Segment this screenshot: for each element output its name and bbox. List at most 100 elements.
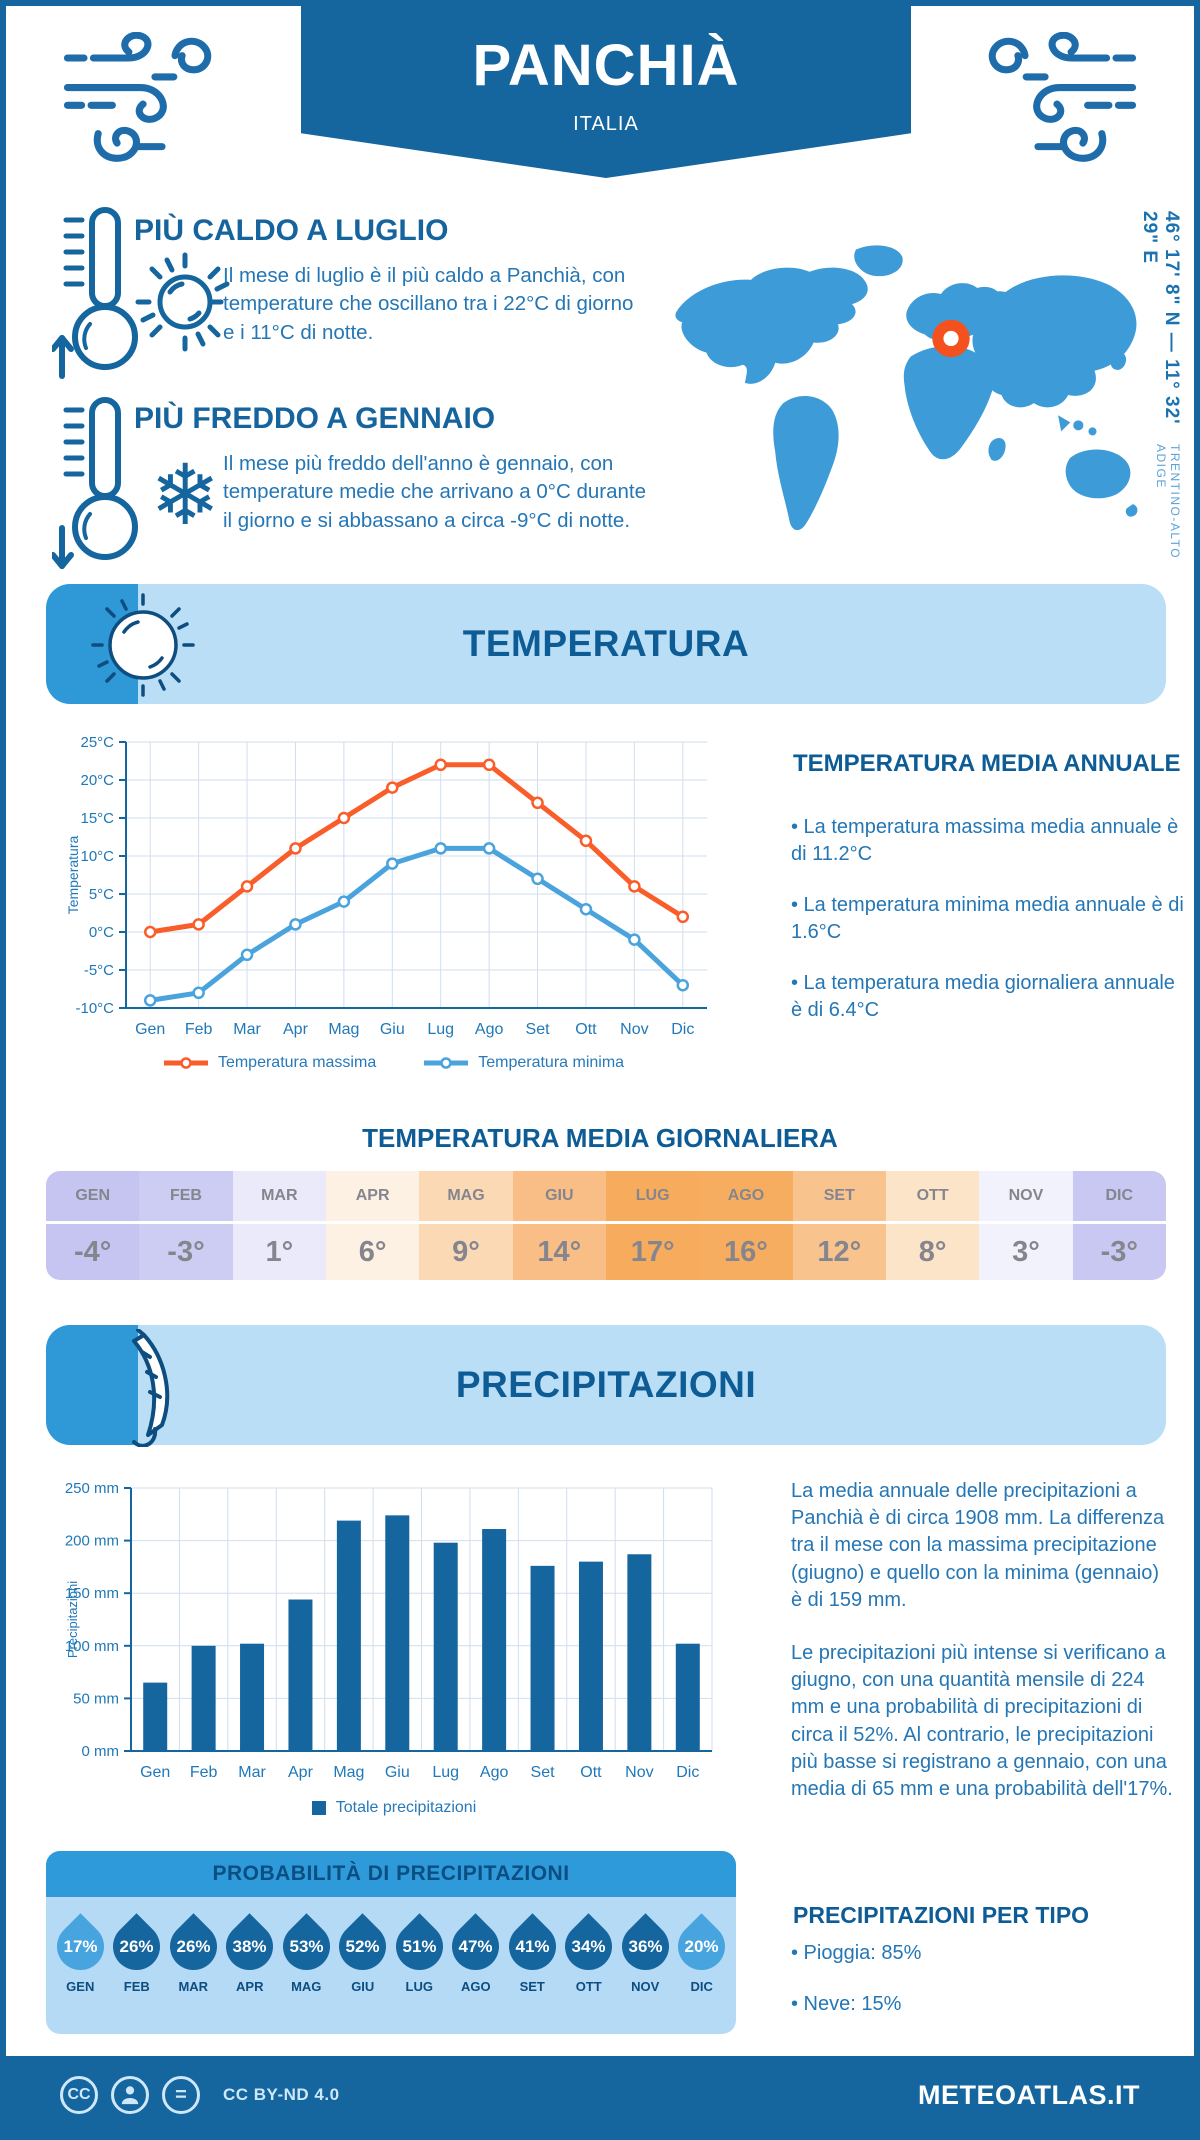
raindrop-icon: 26% — [160, 1913, 227, 1980]
probability-value: 51% — [402, 1936, 437, 1956]
thermometer-cold-snow-icon: ❄ — [52, 397, 220, 569]
svg-text:Ago: Ago — [475, 1021, 504, 1038]
svg-text:10°C: 10°C — [80, 848, 114, 865]
svg-text:Mag: Mag — [328, 1021, 359, 1038]
coordinates-text: 46° 17' 8" N — 11° 32' 29" E — [1139, 211, 1182, 425]
table-column: LUG 17° — [605, 1171, 700, 1280]
precip-type-title: PRECIPITAZIONI PER TIPO — [793, 1902, 1090, 1928]
footer: CC = CC BY-ND 4.0 METEOATLAS.IT — [6, 2056, 1194, 2134]
svg-text:❄: ❄ — [150, 448, 220, 542]
page-title: PANCHIÀ — [472, 33, 740, 98]
probability-value: 34% — [571, 1936, 606, 1956]
svg-text:5°C: 5°C — [89, 886, 114, 903]
legend-label: Temperatura massima — [217, 1054, 377, 1071]
probability-month: GEN — [66, 1979, 95, 1994]
probability-month: GIU — [351, 1979, 375, 1994]
raindrop-icon: 38% — [216, 1913, 283, 1980]
raindrop-icon: 34% — [555, 1913, 622, 1980]
precip-probability-panel: PROBABILITÀ DI PRECIPITAZIONI 17% GEN 26% F… — [46, 1851, 736, 2034]
svg-text:150 mm: 150 mm — [65, 1585, 119, 1602]
raindrop-icon: 17% — [47, 1913, 114, 1980]
thermometer-hot-sun-icon — [52, 207, 230, 379]
probability-drop-item: 51% LUG — [386, 1911, 453, 1994]
table-temp-value: 6° — [325, 1224, 420, 1280]
probability-drop-item: 47% AGO — [442, 1911, 509, 1994]
no-derivatives-icon: = — [162, 2076, 200, 2114]
svg-text:Feb: Feb — [185, 1021, 213, 1038]
table-column: GIU 14° — [512, 1171, 606, 1280]
probability-value: 17% — [63, 1936, 98, 1956]
svg-text:Gen: Gen — [135, 1021, 165, 1038]
probability-value: 26% — [176, 1936, 211, 1956]
svg-text:Set: Set — [526, 1021, 551, 1038]
probability-month: SET — [519, 1979, 545, 1994]
svg-text:20°C: 20°C — [80, 772, 114, 789]
wind-icon-right — [988, 32, 1137, 162]
table-temp-value: -3° — [139, 1224, 233, 1280]
brand-logo: METEOATLAS.IT — [918, 2079, 1140, 2110]
legend-item: Totale precipitazioni — [311, 1799, 476, 1817]
table-temp-value: 16° — [699, 1224, 793, 1280]
table-column: APR 6° — [325, 1171, 420, 1280]
text-line: • Neve: 15% — [791, 1993, 902, 2015]
svg-text:Lug: Lug — [432, 1764, 459, 1781]
temperature-section-title: TEMPERATURA — [462, 623, 750, 664]
wind-icon-left — [63, 32, 212, 162]
probability-month: APR — [236, 1979, 264, 1994]
probability-value: 26% — [119, 1936, 154, 1956]
svg-text:Giu: Giu — [380, 1021, 405, 1038]
svg-text:Temperatura: Temperatura — [65, 835, 81, 914]
raindrop-icon: 51% — [386, 1913, 453, 1980]
license-label: CC BY-ND 4.0 — [223, 2085, 340, 2104]
probability-month: AGO — [460, 1979, 491, 1994]
table-column: NOV 3° — [979, 1171, 1073, 1280]
table-column: MAG 9° — [419, 1171, 513, 1280]
table-temp-value: 12° — [792, 1224, 886, 1280]
probability-month: OTT — [575, 1979, 602, 1994]
legend-swatch — [311, 1801, 326, 1815]
daily-temp-title: TEMPERATURA MEDIA GIORNALIERA — [362, 1123, 838, 1153]
precipitation-chart-legend: Totale precipitazioni — [64, 1799, 724, 1817]
table-temp-value: 3° — [979, 1224, 1073, 1280]
svg-text:Apr: Apr — [288, 1764, 314, 1781]
probability-value: 36% — [628, 1936, 663, 1956]
svg-text:50 mm: 50 mm — [73, 1690, 119, 1707]
probability-drop-item: 52% GIU — [329, 1911, 396, 1994]
legend-item: Temperatura minima — [424, 1054, 624, 1072]
page-subtitle: ITALIA — [573, 113, 639, 135]
region-text: TRENTINO-ALTO ADIGE — [1154, 444, 1182, 560]
world-map — [675, 245, 1138, 531]
table-temp-value: 17° — [605, 1224, 700, 1280]
svg-text:Mar: Mar — [238, 1764, 266, 1781]
table-temp-value: -4° — [46, 1224, 140, 1280]
table-column: AGO 16° — [699, 1171, 793, 1280]
sun-icon — [91, 593, 195, 697]
annual-temp-title: TEMPERATURA MEDIA ANNUALE — [793, 750, 1181, 777]
svg-text:Set: Set — [531, 1764, 556, 1781]
precip-type-bullets: • Pioggia: 85% • Neve: 15% — [791, 1940, 1171, 2042]
probability-drop-item: 41% SET — [499, 1911, 566, 1994]
probability-month: FEB — [123, 1979, 150, 1994]
table-column: OTT 8° — [885, 1171, 980, 1280]
table-column: DIC -3° — [1072, 1171, 1166, 1280]
table-month-header: OTT — [885, 1171, 980, 1221]
svg-text:Mag: Mag — [333, 1764, 364, 1781]
table-month-header: LUG — [605, 1171, 700, 1221]
temperature-chart-legend: Temperatura massima Temperatura minima — [64, 1054, 724, 1072]
probability-value: 53% — [289, 1936, 324, 1956]
probability-drop-item: 38% APR — [216, 1911, 283, 1994]
table-month-header: GEN — [46, 1171, 140, 1221]
table-month-header: NOV — [979, 1171, 1073, 1221]
probability-month: DIC — [690, 1979, 713, 1994]
probability-value: 20% — [684, 1936, 719, 1956]
table-month-header: GIU — [512, 1171, 606, 1221]
table-month-header: MAR — [232, 1171, 326, 1221]
svg-text:Lug: Lug — [427, 1021, 454, 1038]
table-month-header: APR — [325, 1171, 420, 1221]
svg-text:Dic: Dic — [671, 1021, 694, 1038]
svg-text:Nov: Nov — [625, 1764, 653, 1781]
probability-drop-item: 26% FEB — [103, 1911, 170, 1994]
coordinates-block: 46° 17' 8" N — 11° 32' 29" E TRENTINO-AL… — [1138, 211, 1182, 581]
svg-text:Apr: Apr — [283, 1021, 309, 1038]
text-line: Le precipitazioni più intense si verific… — [791, 1641, 1173, 1800]
